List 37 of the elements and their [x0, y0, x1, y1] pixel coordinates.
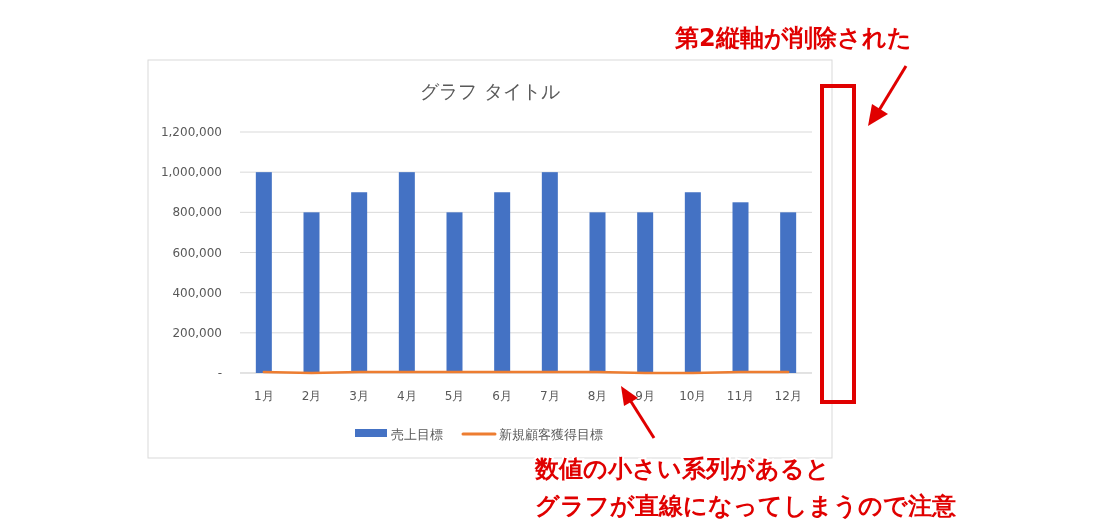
legend-label: 売上目標 [391, 427, 443, 442]
bar [303, 212, 320, 373]
text: 第2縦軸が削除された [674, 24, 912, 52]
y-tick-label: 1,000,000 [160, 165, 222, 180]
legend-label: 新規顧客獲得目標 [499, 427, 603, 442]
bar [780, 212, 797, 373]
bar [351, 192, 368, 373]
bar [589, 212, 606, 373]
y-tick-label: - [217, 366, 222, 380]
bar [732, 202, 749, 373]
bar [494, 192, 511, 373]
bar [446, 212, 463, 373]
bar [398, 172, 415, 373]
y-tick-label: 400,000 [172, 285, 222, 300]
x-tick-label: 7月 [540, 389, 560, 403]
x-tick-label: 4月 [397, 389, 417, 403]
bar [541, 172, 558, 373]
x-tick-label: 1月 [254, 389, 274, 403]
y-tick-label: 800,000 [172, 205, 222, 220]
text: グラフが直線になってしまうので注意 [535, 492, 957, 520]
x-tick-label: 12月 [774, 389, 802, 403]
text: 数値の小さい系列があると [534, 455, 830, 483]
x-tick-label: 3月 [349, 389, 369, 403]
x-tick-label: 2月 [301, 389, 322, 403]
y-tick-label: 200,000 [172, 325, 222, 340]
bar [637, 212, 654, 373]
y-tick-label: 600,000 [172, 245, 222, 260]
x-tick-label: 6月 [492, 389, 512, 403]
x-tick-label: 11月 [726, 389, 755, 403]
y-tick-label: 1,200,000 [160, 125, 222, 139]
bar [255, 172, 272, 373]
x-tick-label: 8月 [587, 389, 608, 403]
x-tick-label: 9月 [635, 389, 655, 403]
x-tick-label: 5月 [444, 389, 465, 403]
chart-title: グラフ タイトル [420, 80, 560, 102]
x-tick-label: 10月 [679, 389, 707, 403]
bar [684, 192, 701, 373]
